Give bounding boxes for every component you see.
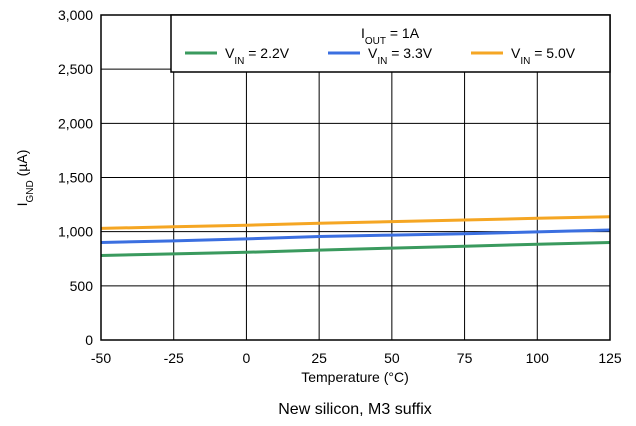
chart-caption: New silicon, M3 suffix [278,401,432,418]
y-tick-label: 1,500 [58,170,93,186]
y-tick-label: 0 [85,332,93,348]
x-tick-label: -50 [91,350,111,366]
x-axis-title: Temperature (°C) [301,369,409,385]
y-tick-label: 2,500 [58,61,93,77]
legend-label: VIN = 5.0V [511,45,576,67]
legend: IOUT = 1A VIN = 2.2V VIN = 3.3V VIN = 5.0V [170,14,611,73]
y-tick-label: 3,000 [58,7,93,23]
x-tick-labels: -50 -25 0 25 50 75 100 125 [91,350,622,366]
legend-title: IOUT = 1A [361,25,420,47]
series-lines [100,215,611,257]
x-tick-label: 75 [457,350,473,366]
x-tick-label: 125 [598,350,622,366]
legend-items: VIN = 2.2V VIN = 3.3V VIN = 5.0V [185,45,576,67]
x-tick-label: 25 [311,350,327,366]
x-tick-label: 100 [526,350,550,366]
series-line-2 [100,228,611,244]
y-tick-label: 500 [70,278,94,294]
x-tick-label: -25 [164,350,184,366]
series-line-3 [100,215,611,230]
y-tick-labels: 0 500 1,000 1,500 2,000 2,500 3,000 [58,7,93,348]
y-tick-label: 1,000 [58,224,93,240]
y-axis-title: IGND (µA) [14,150,36,207]
legend-label: VIN = 2.2V [225,45,290,67]
y-tick-label: 2,000 [58,115,93,131]
legend-box [170,14,611,73]
series-line-1 [100,241,611,257]
legend-label: VIN = 3.3V [368,45,433,67]
x-tick-label: 0 [243,350,251,366]
x-tick-label: 50 [384,350,400,366]
